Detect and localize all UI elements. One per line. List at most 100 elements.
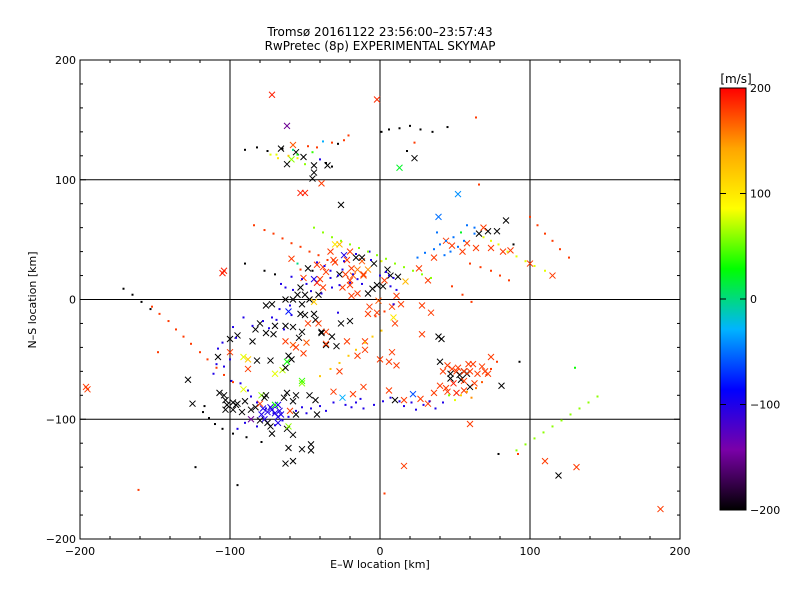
scatter-dot-marker (512, 243, 515, 246)
scatter-dot-marker (403, 266, 405, 269)
scatter-dot-marker (212, 372, 215, 375)
scatter-dot-marker (236, 427, 239, 430)
scatter-dot-marker (481, 381, 483, 384)
scatter-dot-marker (313, 226, 315, 229)
scatter-dot-marker (322, 140, 324, 143)
scatter-x-marker (349, 390, 357, 398)
scatter-x-marker (297, 189, 304, 197)
scatter-x-marker (285, 352, 292, 360)
scatter-dot-marker (182, 335, 185, 338)
scatter-x-marker (316, 275, 324, 283)
scatter-dot-marker (317, 254, 320, 257)
scatter-dot-marker (329, 269, 332, 272)
scatter-x-marker (417, 395, 424, 403)
scatter-x-marker (373, 96, 381, 103)
scatter-dot-marker (389, 396, 392, 399)
axis-ticks: −200 −100 0 100 200 −200 −100 0 100 200 (46, 54, 691, 558)
scatter-x-marker (310, 169, 318, 176)
scatter-x-marker (268, 91, 276, 99)
scatter-dot-marker (349, 243, 351, 246)
scatter-x-marker (373, 281, 381, 289)
scatter-dot-marker (338, 361, 341, 364)
scatter-x-marker (309, 175, 316, 182)
scatter-x-marker (247, 406, 255, 414)
scatter-dot-marker (515, 255, 518, 258)
scatter-dot-marker (475, 387, 477, 390)
scatter-dot-marker (338, 284, 341, 287)
scatter-x-marker (397, 300, 405, 308)
scatter-x-marker (285, 444, 292, 452)
scatter-dot-marker (292, 288, 294, 291)
colorbar-tick-label: 100 (750, 188, 771, 201)
scatter-dot-marker (277, 157, 279, 160)
colorbar-ticks: 200 100 0 −100 −200 (720, 82, 780, 517)
scatter-dot-marker (296, 262, 299, 265)
scatter-x-marker (295, 334, 303, 342)
scatter-x-marker (498, 382, 505, 390)
scatter-dot-marker (325, 409, 327, 412)
scatter-x-marker (298, 328, 306, 336)
scatter-x-marker (276, 407, 283, 415)
scatter-x-marker (258, 411, 265, 418)
scatter-x-marker (657, 505, 664, 513)
scatter-dot-marker (275, 318, 278, 321)
scatter-x-marker (541, 457, 549, 465)
scatter-dot-marker (596, 395, 599, 398)
scatter-x-marker (304, 320, 312, 327)
scatter-dot-marker (361, 282, 363, 285)
scatter-x-marker (379, 282, 387, 290)
scatter-dot-marker (370, 258, 372, 261)
scatter-x-marker (346, 317, 354, 325)
scatter-x-marker (396, 164, 403, 172)
chart-subtitle: RwPretec (8p) EXPERIMENTAL SKYMAP (265, 39, 496, 53)
scatter-x-marker (466, 383, 474, 391)
scatter-x-marker (340, 251, 348, 259)
scatter-dot-marker (320, 292, 323, 295)
scatter-x-marker (469, 360, 477, 368)
scatter-x-marker (376, 356, 384, 363)
scatter-dot-marker (398, 400, 401, 403)
scatter-dot-marker (322, 231, 324, 234)
scatter-dot-marker (290, 314, 293, 317)
x-tick-label: 100 (520, 545, 541, 558)
scatter-dot-marker (382, 400, 384, 403)
scatter-dot-marker (364, 341, 366, 344)
scatter-dot-marker (371, 335, 374, 338)
scatter-x-marker (430, 254, 438, 261)
scatter-dot-marker (221, 341, 224, 344)
scatter-x-marker (310, 275, 318, 283)
scatter-x-marker (189, 400, 196, 408)
scatter-x-marker (333, 342, 340, 350)
scatter-x-marker (391, 320, 399, 327)
scatter-x-marker (292, 344, 300, 351)
scatter-x-marker (456, 371, 463, 379)
scatter-dot-marker (578, 407, 581, 410)
scatter-dot-marker (274, 424, 276, 427)
scatter-x-marker (256, 417, 264, 424)
scatter-dot-marker (508, 279, 510, 282)
scatter-x-marker (322, 340, 330, 348)
scatter-x-marker (310, 298, 318, 306)
scatter-x-marker (361, 346, 369, 354)
scatter-x-marker (487, 353, 495, 361)
scatter-x-marker (271, 322, 279, 330)
scatter-x-marker (280, 394, 288, 402)
scatter-x-marker (298, 300, 306, 308)
scatter-dot-marker (524, 443, 527, 446)
scatter-x-marker (348, 265, 355, 272)
scatter-x-marker (300, 153, 307, 161)
scatter-dot-marker (307, 145, 309, 148)
scatter-dot-marker (122, 287, 125, 290)
y-tick-label: −100 (46, 413, 76, 426)
scatter-dot-marker (448, 394, 450, 397)
scatter-dot-marker (269, 153, 272, 156)
scatter-x-marker (475, 230, 483, 237)
scatter-x-marker (385, 358, 393, 366)
scatter-dot-marker (454, 399, 456, 402)
scatter-x-marker (447, 370, 454, 378)
scatter-dot-marker (287, 415, 290, 418)
scatter-dot-marker (265, 407, 267, 410)
scatter-x-marker (216, 389, 223, 397)
scatter-dot-marker (574, 366, 576, 369)
scatter-x-marker (349, 272, 357, 279)
